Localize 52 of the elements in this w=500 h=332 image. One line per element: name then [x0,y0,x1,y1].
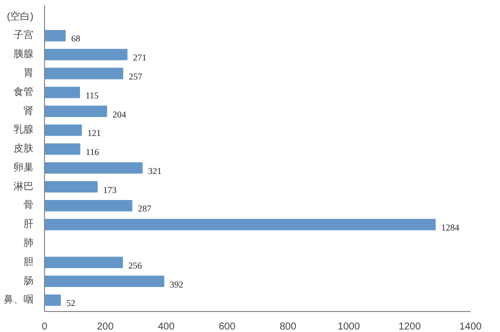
data-label: 257 [128,72,143,82]
x-tick-label: 0 [42,322,48,332]
y-tick-label: (空白) [6,10,34,22]
y-tick-label: 皮肤 [14,142,34,155]
data-label: 121 [87,128,101,138]
y-tick-label: 胃 [24,68,34,79]
bar [44,294,61,306]
y-tick-label: 淋巴 [14,180,34,192]
y-tick-label: 卵巢 [14,161,34,174]
y-tick-label: 乳腺 [14,124,34,136]
y-tick-label: 肝 [24,219,34,230]
bar [44,106,108,117]
bar [44,218,436,230]
y-tick-label: 鼻、咽 [4,294,34,306]
x-tick-label: 1000 [338,322,360,332]
bar [44,68,124,80]
data-label: 287 [138,204,152,214]
bar [44,86,80,98]
bar [44,276,164,287]
y-tick-label: 食管 [14,86,34,98]
data-label: 52 [66,298,76,308]
bar [44,162,143,174]
bar [44,181,98,193]
bar [44,200,132,212]
y-tick-label: 肠 [24,276,34,287]
y-tick-label: 胆 [24,256,34,268]
data-label: 271 [132,52,146,63]
bar [44,48,128,60]
data-label: 115 [85,90,100,100]
data-label: 204 [112,109,127,120]
data-label: 392 [170,279,184,290]
y-tick-label: 肾 [24,104,34,117]
y-tick-label: 骨 [24,200,34,212]
data-label: 1284 [441,222,460,233]
data-label: 116 [86,147,100,158]
bar [44,256,123,268]
bar [44,143,80,155]
bar [44,124,82,136]
x-tick-label: 200 [97,322,114,332]
data-label: 256 [128,260,142,270]
x-tick-label: 400 [158,322,175,332]
y-tick-label: 子宫 [14,29,34,42]
x-tick-label: 1400 [459,322,482,332]
data-label: 321 [148,166,162,176]
x-tick-label: 1200 [398,322,422,332]
data-label: 173 [103,184,118,195]
x-tick-label: 600 [218,322,236,332]
data-label: 68 [71,34,81,44]
x-tick-label: 800 [280,322,297,332]
y-tick-label: 肺 [24,237,34,249]
y-tick-label: 胰腺 [14,48,34,60]
bar [44,30,66,42]
